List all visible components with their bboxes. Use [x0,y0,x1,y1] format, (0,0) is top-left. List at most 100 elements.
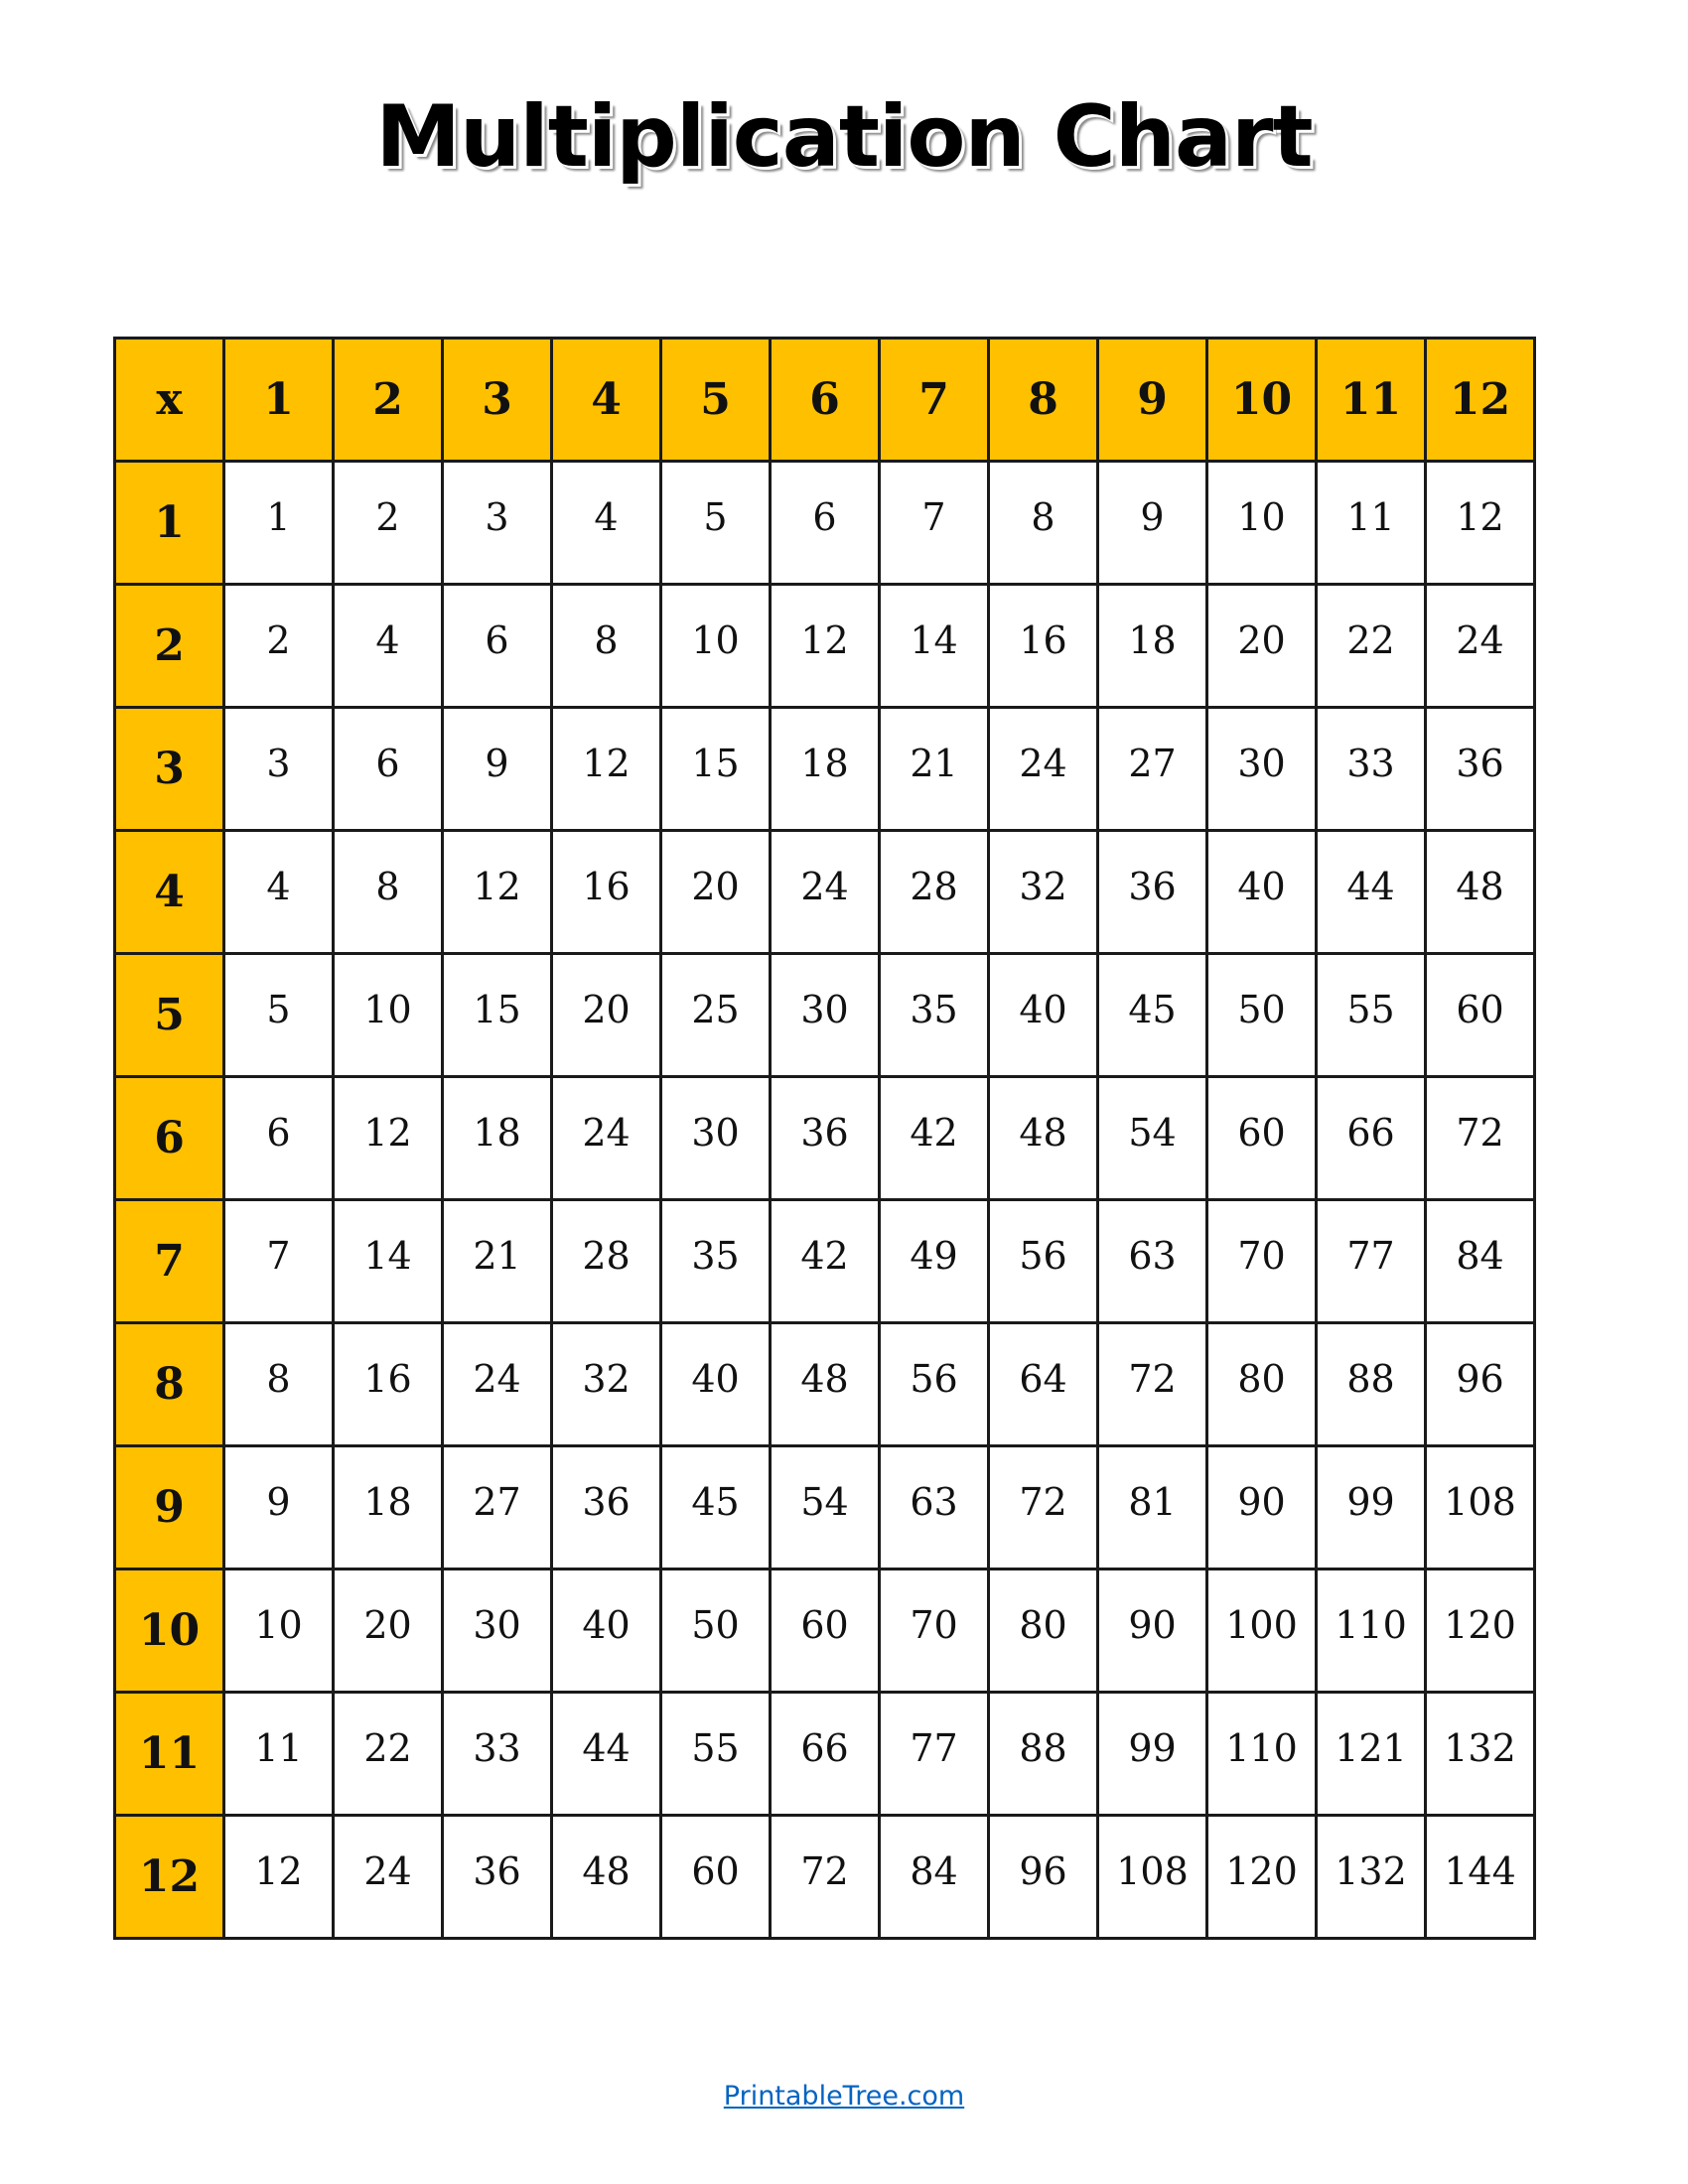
product-cell: 63 [1096,1198,1208,1324]
product-cell: 7 [222,1198,335,1324]
product-cell: 11 [222,1691,335,1817]
product-cell: 24 [1424,583,1536,709]
table-row: 10 10 20 30 40 50 60 70 80 90 100 110 120 [113,1568,1536,1694]
product-cell: 2 [332,460,444,586]
product-cell: 6 [441,583,553,709]
product-cell: 24 [332,1814,444,1940]
product-cell: 14 [332,1198,444,1324]
product-cell: 63 [878,1444,990,1570]
product-cell: 96 [987,1814,1099,1940]
product-cell: 4 [332,583,444,709]
column-header: 12 [1424,337,1536,463]
product-cell: 66 [1315,1075,1427,1201]
product-cell: 100 [1205,1568,1318,1694]
row-header: 6 [113,1075,225,1201]
row-header: 9 [113,1444,225,1570]
product-cell: 121 [1315,1691,1427,1817]
product-cell: 32 [987,829,1099,955]
table-row: 6 6 12 18 24 30 36 42 48 54 60 66 72 [113,1075,1536,1201]
product-cell: 60 [1205,1075,1318,1201]
product-cell: 20 [1205,583,1318,709]
product-cell: 24 [769,829,881,955]
product-cell: 12 [441,829,553,955]
product-cell: 99 [1096,1691,1208,1817]
product-cell: 40 [1205,829,1318,955]
product-cell: 54 [1096,1075,1208,1201]
column-header: 9 [1096,337,1208,463]
product-cell: 24 [441,1321,553,1447]
product-cell: 88 [987,1691,1099,1817]
product-cell: 9 [441,706,553,832]
product-cell: 22 [332,1691,444,1817]
product-cell: 36 [769,1075,881,1201]
product-cell: 40 [987,952,1099,1078]
product-cell: 30 [659,1075,772,1201]
product-cell: 120 [1205,1814,1318,1940]
product-cell: 48 [550,1814,662,1940]
page-title: Multiplication Chart [375,87,1313,187]
column-header: 5 [659,337,772,463]
product-cell: 72 [1424,1075,1536,1201]
column-header: 8 [987,337,1099,463]
product-cell: 4 [222,829,335,955]
product-cell: 27 [441,1444,553,1570]
product-cell: 16 [987,583,1099,709]
product-cell: 24 [987,706,1099,832]
product-cell: 28 [878,829,990,955]
product-cell: 30 [441,1568,553,1694]
product-cell: 90 [1205,1444,1318,1570]
product-cell: 44 [550,1691,662,1817]
row-header: 11 [113,1691,225,1817]
product-cell: 70 [878,1568,990,1694]
product-cell: 24 [550,1075,662,1201]
column-header: 3 [441,337,553,463]
column-header: 11 [1315,337,1427,463]
multiplication-table: x 1 2 3 4 5 6 7 8 9 10 11 12 1 1 2 3 4 5 6 7 8 9 10 11 12 2 2 4 6 8 10 1… [113,337,1536,1940]
product-cell: 9 [1096,460,1208,586]
product-cell: 3 [222,706,335,832]
product-cell: 20 [332,1568,444,1694]
table-row: 9 9 18 27 36 45 54 63 72 81 90 99 108 [113,1444,1536,1570]
product-cell: 12 [550,706,662,832]
product-cell: 60 [659,1814,772,1940]
product-cell: 16 [550,829,662,955]
product-cell: 110 [1205,1691,1318,1817]
product-cell: 15 [659,706,772,832]
product-cell: 108 [1096,1814,1208,1940]
product-cell: 77 [1315,1198,1427,1324]
table-row: 4 4 8 12 16 20 24 28 32 36 40 44 48 [113,829,1536,955]
product-cell: 40 [659,1321,772,1447]
product-cell: 54 [769,1444,881,1570]
row-header: 1 [113,460,225,586]
row-header: 5 [113,952,225,1078]
column-header: 1 [222,337,335,463]
product-cell: 49 [878,1198,990,1324]
row-header: 12 [113,1814,225,1940]
product-cell: 144 [1424,1814,1536,1940]
product-cell: 10 [1205,460,1318,586]
footer: PrintableTree.com [0,2081,1688,2112]
product-cell: 64 [987,1321,1099,1447]
product-cell: 84 [1424,1198,1536,1324]
product-cell: 11 [1315,460,1427,586]
product-cell: 36 [1096,829,1208,955]
printabletree-link[interactable]: PrintableTree.com [723,2081,965,2112]
corner-cell: x [113,337,225,463]
product-cell: 48 [1424,829,1536,955]
product-cell: 30 [769,952,881,1078]
product-cell: 84 [878,1814,990,1940]
product-cell: 72 [769,1814,881,1940]
product-cell: 9 [222,1444,335,1570]
product-cell: 77 [878,1691,990,1817]
product-cell: 50 [659,1568,772,1694]
product-cell: 36 [441,1814,553,1940]
product-cell: 6 [332,706,444,832]
table-row: 2 2 4 6 8 10 12 14 16 18 20 22 24 [113,583,1536,709]
table-row: 12 12 24 36 48 60 72 84 96 108 120 132 144 [113,1814,1536,1940]
product-cell: 30 [1205,706,1318,832]
column-header: 10 [1205,337,1318,463]
table-row: 1 1 2 3 4 5 6 7 8 9 10 11 12 [113,460,1536,586]
product-cell: 70 [1205,1198,1318,1324]
product-cell: 3 [441,460,553,586]
product-cell: 20 [659,829,772,955]
